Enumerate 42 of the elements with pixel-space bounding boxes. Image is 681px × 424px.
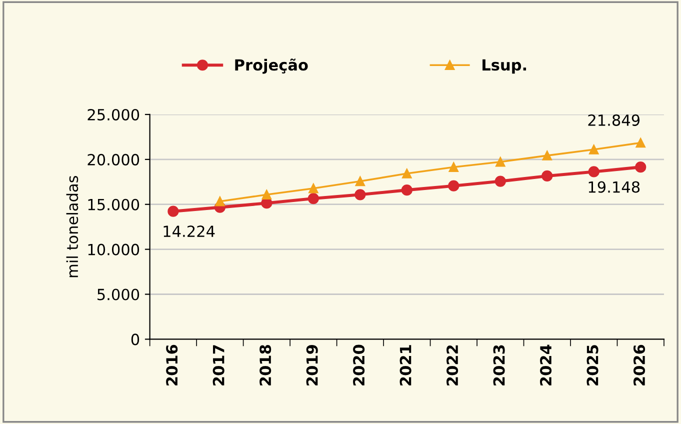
- point: [588, 166, 600, 178]
- point: [496, 156, 506, 167]
- point: [542, 170, 553, 182]
- x-tick-label: 2020: [353, 344, 365, 386]
- x-tick-label: 2025: [586, 345, 598, 386]
- x-tick-label: 2026: [633, 344, 646, 386]
- point: [308, 184, 318, 194]
- point: [589, 144, 599, 154]
- data-label: 19.148: [588, 181, 640, 193]
- x-tick-label: 2023: [493, 345, 505, 386]
- y-tick-label: 25.000: [88, 108, 140, 120]
- point: [168, 206, 179, 217]
- x-tick-label: 2024: [540, 344, 552, 386]
- point: [402, 168, 412, 178]
- y-axis-title: mil toneladas: [66, 176, 78, 278]
- point: [215, 196, 225, 206]
- point: [448, 162, 458, 172]
- point: [494, 176, 506, 187]
- y-tick-label: 20.000: [88, 154, 140, 166]
- data-label: 14.224: [164, 226, 215, 237]
- y-tick-label: 0: [131, 334, 140, 346]
- point: [635, 162, 646, 173]
- point: [308, 192, 319, 204]
- y-tick-label: 15.000: [88, 198, 140, 210]
- x-tick-label: 2018: [260, 345, 272, 386]
- point: [448, 180, 460, 192]
- x-tick-label: 2017: [212, 345, 224, 386]
- point: [636, 138, 646, 148]
- point: [401, 184, 412, 196]
- x-tick-label: 2021: [400, 345, 412, 386]
- x-tick-label: 2016: [166, 344, 178, 386]
- point: [262, 190, 272, 200]
- y-tick-label: 5.000: [98, 288, 140, 300]
- legend-label: Projeção: [235, 58, 308, 74]
- x-tick-label: 2019: [306, 345, 318, 386]
- point: [355, 176, 366, 186]
- x-tick-label: 2022: [446, 345, 458, 386]
- legend-label: Lsup.: [482, 59, 526, 74]
- data-label: 21.849: [588, 114, 640, 126]
- point: [354, 189, 366, 200]
- point: [542, 150, 552, 160]
- y-tick-label: 10.000: [88, 244, 140, 256]
